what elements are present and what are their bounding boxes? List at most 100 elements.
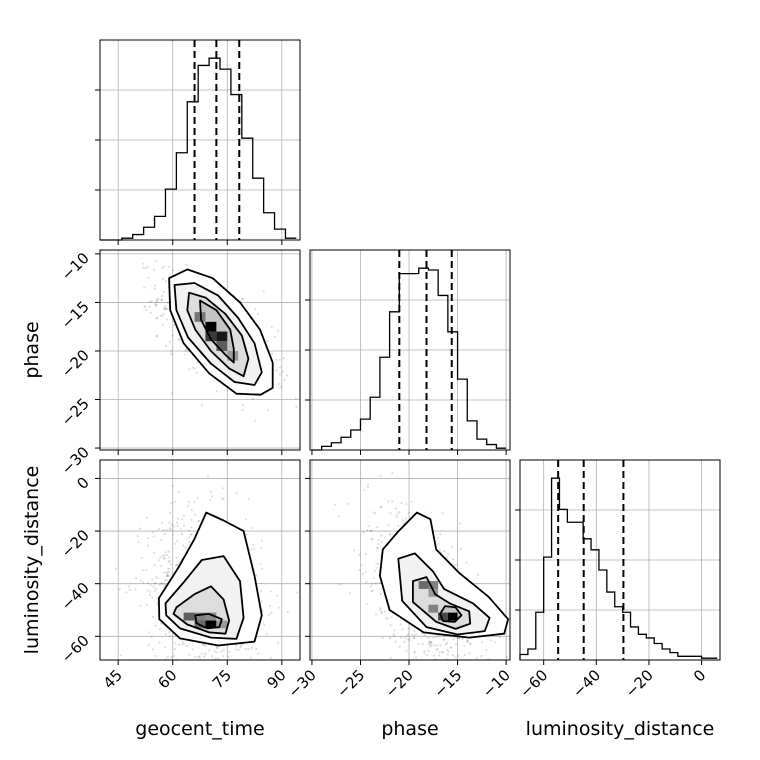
sample-point	[144, 305, 147, 308]
sample-point	[251, 397, 255, 400]
sample-point	[457, 690, 459, 692]
density-cell	[205, 331, 217, 342]
sample-point	[145, 569, 148, 572]
sample-point	[202, 666, 204, 668]
sample-point	[167, 301, 170, 304]
sample-point	[429, 640, 432, 643]
sample-point	[158, 583, 161, 587]
sample-point	[142, 581, 145, 584]
panel-frame	[99, 249, 301, 451]
sample-point	[146, 265, 149, 268]
sample-point	[168, 559, 171, 563]
sample-point	[252, 543, 255, 546]
sample-point	[215, 390, 218, 393]
sample-point	[143, 305, 146, 308]
sample-point	[193, 367, 196, 370]
panel-frame	[99, 459, 301, 661]
sample-point	[268, 605, 271, 608]
sample-point	[442, 651, 445, 654]
sample-point	[209, 490, 213, 493]
x-tick-label: −10	[479, 666, 514, 701]
sample-point	[469, 642, 472, 645]
sample-point	[163, 583, 166, 586]
density-cell	[194, 312, 206, 322]
sample-point	[475, 657, 478, 660]
sample-point	[214, 657, 217, 660]
sample-point	[375, 562, 378, 565]
sample-point	[247, 498, 250, 501]
sample-point	[181, 674, 183, 676]
sample-point	[246, 702, 248, 704]
sample-point	[163, 553, 166, 557]
sample-point	[421, 642, 424, 646]
sample-point	[153, 582, 156, 585]
sample-point	[387, 524, 390, 527]
sample-point	[127, 585, 131, 588]
sample-point	[201, 683, 203, 685]
sample-point	[413, 630, 416, 633]
sample-point	[184, 681, 186, 683]
sample-point	[197, 520, 200, 523]
sample-point	[445, 556, 448, 559]
sample-point	[165, 578, 168, 582]
sample-point	[262, 290, 265, 293]
sample-point	[275, 358, 278, 361]
sample-point	[186, 504, 190, 507]
sample-point	[167, 574, 170, 578]
sample-point	[152, 535, 155, 538]
sample-point	[163, 533, 166, 536]
sample-point	[164, 308, 167, 311]
sample-point	[164, 280, 167, 283]
sample-point	[200, 652, 203, 655]
y-axis-label-luminosity-distance: luminosity_distance	[21, 466, 43, 655]
sample-point	[259, 547, 263, 550]
sample-point	[403, 640, 406, 643]
sample-point	[168, 528, 171, 531]
sample-point	[245, 662, 247, 664]
sample-point	[162, 312, 165, 315]
sample-point	[155, 300, 158, 303]
sample-point	[168, 556, 171, 559]
sample-point	[190, 509, 193, 512]
sample-point	[466, 639, 469, 642]
sample-point	[358, 553, 361, 556]
sample-point	[277, 606, 280, 609]
sample-point	[446, 648, 449, 651]
sample-point	[385, 616, 388, 620]
sample-point	[165, 307, 168, 310]
sample-point	[163, 306, 166, 309]
density-cell	[205, 612, 217, 621]
density-cell	[216, 331, 228, 342]
sample-point	[184, 349, 187, 353]
sample-point	[198, 655, 201, 658]
sample-point	[362, 531, 365, 534]
sample-point	[171, 696, 173, 698]
sample-point	[375, 566, 378, 569]
sample-point	[118, 588, 121, 591]
sample-point	[423, 633, 426, 637]
sample-point	[481, 641, 484, 644]
sample-point	[160, 298, 163, 301]
sample-point	[401, 628, 404, 631]
sample-point	[179, 527, 182, 530]
sample-point	[153, 563, 156, 567]
sample-point	[358, 568, 361, 572]
sample-point	[173, 648, 176, 651]
sample-point	[181, 685, 183, 687]
sample-point	[468, 673, 470, 675]
sample-point	[253, 547, 256, 550]
sample-point	[169, 563, 173, 566]
sample-point	[227, 655, 230, 658]
sample-point	[452, 558, 455, 561]
x-tick-label: 75	[209, 666, 235, 692]
sample-point	[151, 596, 154, 599]
sample-point	[193, 500, 196, 503]
sample-point	[260, 568, 263, 571]
sample-point	[380, 540, 383, 544]
y-tick-label: −40	[58, 579, 93, 614]
sample-point	[184, 671, 186, 673]
sample-point	[379, 607, 382, 610]
sample-point	[206, 664, 208, 666]
sample-point	[194, 513, 197, 516]
sample-point	[157, 559, 160, 562]
